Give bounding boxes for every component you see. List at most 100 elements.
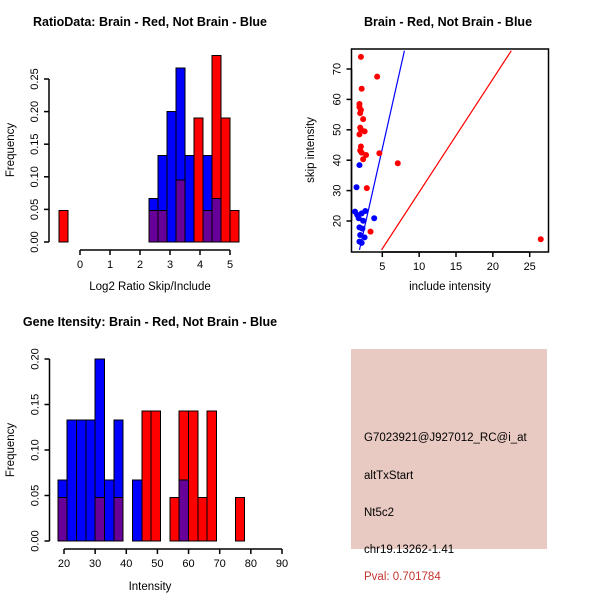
- scatter-point: [356, 131, 363, 138]
- x-tick-label: 2: [137, 259, 143, 271]
- y-tick-label: 0.05: [29, 199, 41, 220]
- panel-gene-intensity-histogram: Gene Itensity: Brain - Red, Not Brain - …: [0, 300, 300, 600]
- histogram-bar: [150, 410, 162, 542]
- histogram-bar: [211, 197, 222, 243]
- scatter-point: [367, 228, 374, 235]
- pval-text: Pval: 0.701784: [364, 571, 441, 583]
- histogram-bar: [206, 410, 218, 542]
- scatter-point: [376, 150, 383, 157]
- y-axis-label: Frequency: [5, 423, 17, 478]
- y-tick-label: 30: [332, 184, 344, 196]
- histogram-bar: [157, 210, 168, 243]
- y-tick-label: 0.25: [29, 68, 41, 89]
- not-brain-line: [358, 50, 405, 251]
- y-axis-label: Frequency: [5, 123, 17, 178]
- y-tick-label: 0.10: [30, 439, 42, 460]
- histogram-bar: [75, 419, 87, 542]
- histogram-bar: [85, 419, 96, 542]
- scatter-point: [360, 217, 367, 224]
- scatter-point: [353, 184, 360, 191]
- y-tick-label: 0.10: [29, 166, 41, 187]
- scatter-point: [358, 239, 365, 246]
- x-tick-label: 70: [214, 558, 226, 570]
- histogram-bar: [234, 496, 246, 542]
- histogram-bar: [141, 410, 152, 542]
- probe-id-text: G7023921@J927012_RC@i_at: [364, 432, 527, 444]
- histogram-bar: [166, 111, 177, 243]
- x-tick-label: 20: [58, 558, 70, 570]
- y-tick-label: 0.20: [29, 101, 41, 122]
- panel-gene-info: G7023921@J927012_RC@i_at altTxStart Nt5c…: [300, 300, 600, 600]
- scatter-point: [360, 116, 367, 123]
- y-tick-label: 0.05: [30, 485, 42, 506]
- y-tick-label: 0.20: [30, 348, 42, 369]
- scatter-point: [362, 207, 369, 214]
- x-tick-label: 1: [107, 259, 113, 271]
- histogram-bar: [132, 479, 143, 542]
- histogram-bar: [57, 496, 68, 542]
- brain-line: [381, 50, 512, 251]
- x-tick-label: 4: [197, 259, 203, 271]
- scatter-point: [361, 128, 368, 135]
- x-axis-label: Log2 Ratio Skip/Include: [89, 281, 210, 293]
- x-tick-label: 10: [413, 261, 425, 273]
- x-tick-label: 80: [245, 558, 257, 570]
- panel-ratio-histogram: RatioData: Brain - Red, Not Brain - Blue…: [0, 0, 300, 300]
- histogram-bar: [169, 496, 180, 542]
- chart-title: RatioData: Brain - Red, Not Brain - Blue: [33, 15, 267, 29]
- chart-title: Gene Itensity: Brain - Red, Not Brain - …: [23, 315, 277, 329]
- histogram-bar: [184, 154, 195, 243]
- y-tick-label: 0.00: [29, 231, 41, 252]
- y-tick-label: 50: [332, 124, 344, 136]
- histogram-bar: [202, 210, 213, 243]
- scatter-point: [363, 152, 370, 159]
- histogram-bar: [103, 479, 115, 542]
- scatter-point: [355, 215, 362, 222]
- scatter-point: [361, 234, 368, 241]
- histogram-bar: [220, 117, 231, 243]
- x-tick-label: 3: [167, 259, 173, 271]
- gene-info-box: G7023921@J927012_RC@i_at altTxStart Nt5c…: [351, 349, 547, 583]
- panel-skip-include-scatter: Brain - Red, Not Brain - Blue include in…: [300, 0, 600, 300]
- location-text: chr19.13262-1.41: [364, 544, 455, 556]
- histogram-bar: [193, 117, 204, 243]
- x-axis-label: include intensity: [409, 281, 491, 293]
- x-tick-label: 50: [151, 558, 163, 570]
- histogram-bar: [178, 410, 190, 481]
- scatter-point: [358, 85, 365, 92]
- x-tick-label: 15: [450, 261, 462, 273]
- histogram-bar: [188, 410, 199, 542]
- y-tick-label: 0.15: [30, 394, 42, 415]
- scatter-point: [358, 149, 365, 156]
- x-axis-label: Intensity: [129, 581, 172, 593]
- scatter-point: [356, 162, 363, 169]
- histogram-bar: [148, 210, 159, 243]
- scatter-point: [359, 225, 366, 232]
- y-tick-label: 0.15: [29, 133, 41, 154]
- scatter-point: [357, 53, 364, 60]
- ratio-histogram-chart: RatioData: Brain - Red, Not Brain - Blue…: [5, 15, 267, 293]
- histogram-bar: [197, 496, 208, 542]
- histogram-bar: [211, 55, 222, 199]
- y-tick-label: 60: [332, 93, 344, 105]
- histogram-bar: [178, 479, 190, 542]
- scatter-point: [357, 231, 364, 238]
- scatter-point: [360, 156, 367, 163]
- x-tick-label: 60: [182, 558, 194, 570]
- y-tick-label: 20: [332, 215, 344, 227]
- x-tick-label: 0: [77, 259, 83, 271]
- y-tick-label: 0.00: [30, 530, 42, 551]
- y-tick-label: 40: [332, 154, 344, 166]
- gene-intensity-histogram-chart: Gene Itensity: Brain - Red, Not Brain - …: [5, 315, 288, 593]
- histogram-bar: [175, 179, 186, 243]
- histogram-bar: [229, 210, 240, 243]
- histogram-bar: [66, 419, 77, 542]
- event-type-text: altTxStart: [364, 470, 414, 482]
- histogram-bar: [113, 496, 124, 542]
- x-tick-label: 5: [379, 261, 385, 273]
- skip-include-scatter-chart: Brain - Red, Not Brain - Blue include in…: [305, 15, 550, 293]
- scatter-point: [394, 160, 401, 167]
- scatter-point: [371, 215, 378, 222]
- histogram-bar: [58, 210, 69, 243]
